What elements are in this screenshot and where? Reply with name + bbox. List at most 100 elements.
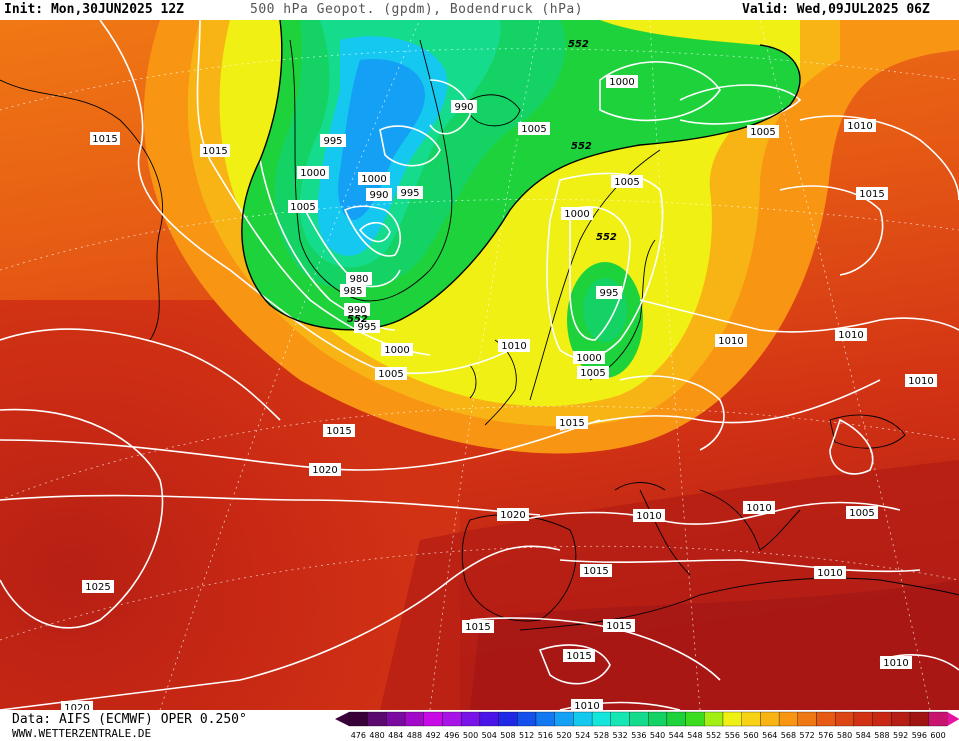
pressure-label: 1015 (200, 144, 230, 157)
canada-coast (0, 79, 164, 341)
pressure-label: 990 (451, 100, 477, 113)
pressure-label: 1005 (518, 122, 550, 135)
svg-text:1000: 1000 (361, 174, 386, 185)
pressure-label: 995 (397, 186, 423, 199)
geopotential-label: 552 (568, 39, 589, 50)
svg-text:1015: 1015 (202, 146, 227, 157)
legend-swatch (535, 711, 555, 727)
svg-text:1000: 1000 (300, 168, 325, 179)
svg-text:990: 990 (369, 190, 388, 201)
italy-coast (614, 482, 691, 576)
legend-swatch (685, 711, 705, 727)
svg-text:1020: 1020 (64, 703, 89, 710)
svg-text:1015: 1015 (859, 189, 884, 200)
legend-swatch (386, 711, 406, 727)
svg-text:1005: 1005 (290, 202, 315, 213)
svg-text:1015: 1015 (583, 566, 608, 577)
legend-value: 536 (631, 731, 646, 740)
pressure-label: 1010 (743, 501, 775, 514)
legend-value: 496 (444, 731, 459, 740)
svg-text:1000: 1000 (576, 353, 601, 364)
legend-value: 528 (594, 731, 609, 740)
geopotential-label: 552 (571, 141, 592, 152)
svg-text:1010: 1010 (574, 701, 599, 710)
valid-time: Valid: Wed,09JUL2025 06Z (742, 2, 930, 17)
svg-text:1015: 1015 (566, 651, 591, 662)
pressure-label: 1000 (358, 172, 390, 185)
isobars (0, 20, 959, 710)
legend-swatch (591, 711, 611, 727)
legend-swatch (760, 711, 780, 727)
pressure-label: 995 (596, 286, 622, 299)
pressure-labels: 1015 1015 1005 995 1000 1000 990 995 990… (61, 75, 937, 710)
pressure-label: 990 (366, 188, 392, 201)
legend-swatch (629, 711, 649, 727)
legend-swatch (722, 711, 742, 727)
legend-swatch (891, 711, 911, 727)
svg-text:1005: 1005 (750, 127, 775, 138)
svg-text:1025: 1025 (85, 582, 110, 593)
svg-text:1015: 1015 (559, 418, 584, 429)
legend-value: 588 (874, 731, 889, 740)
legend-value: 540 (650, 731, 665, 740)
legend-swatch (610, 711, 630, 727)
iberia-coast (461, 514, 577, 622)
pressure-label: 1005 (846, 506, 878, 519)
data-source: Data: AIFS (ECMWF) OPER 0.250° (12, 712, 247, 727)
legend-value: 512 (519, 731, 534, 740)
svg-text:1010: 1010 (746, 503, 771, 514)
svg-text:1005: 1005 (378, 369, 403, 380)
legend-arrow-right (947, 712, 959, 726)
legend-value: 532 (613, 731, 628, 740)
pressure-label: 1015 (580, 564, 612, 577)
mediterranean-coast (519, 577, 959, 631)
svg-text:990: 990 (454, 102, 473, 113)
legend-swatch (554, 711, 574, 727)
svg-text:1020: 1020 (312, 465, 337, 476)
pressure-label: 1010 (880, 656, 912, 669)
pressure-label: 1010 (814, 566, 846, 579)
legend-value: 560 (743, 731, 758, 740)
svg-text:1015: 1015 (92, 134, 117, 145)
pressure-label: 1005 (577, 366, 609, 379)
svg-text:995: 995 (323, 136, 342, 147)
geopotential-label: 552 (596, 232, 617, 243)
pressure-label: 985 (340, 284, 366, 297)
legend-value: 552 (706, 731, 721, 740)
pressure-label: 1010 (571, 699, 603, 710)
svg-text:1015: 1015 (326, 426, 351, 437)
source-url: WWW.WETTERZENTRALE.DE (12, 727, 152, 740)
svg-text:1010: 1010 (847, 121, 872, 132)
legend-value: 544 (669, 731, 684, 740)
sahara-warm-zone (470, 580, 959, 710)
legend-swatch (853, 711, 873, 727)
svg-text:995: 995 (357, 322, 376, 333)
pressure-label: 995 (354, 320, 380, 333)
legend-value: 592 (893, 731, 908, 740)
pressure-label: 990 (344, 303, 370, 316)
init-time: Init: Mon,30JUN2025 12Z (4, 2, 185, 17)
svg-text:1015: 1015 (465, 622, 490, 633)
legend-value: 508 (500, 731, 515, 740)
legend-swatch (573, 711, 593, 727)
pressure-label: 1005 (288, 200, 318, 213)
legend-swatch (498, 711, 518, 727)
legend-swatch (741, 711, 761, 727)
legend-swatch (517, 711, 537, 727)
legend-value: 524 (575, 731, 590, 740)
legend-swatch (666, 711, 686, 727)
blacksea-coast (829, 414, 906, 449)
legend-value: 600 (930, 731, 945, 740)
pressure-label: 1025 (82, 580, 114, 593)
color-legend: 476 480 484 488 492 496 500 504 508 512 516 520 524 5… (335, 711, 959, 740)
legend-swatch (704, 711, 724, 727)
svg-text:995: 995 (400, 188, 419, 199)
legend-swatch (404, 711, 424, 727)
legend-swatch (835, 711, 855, 727)
legend-value: 484 (388, 731, 403, 740)
svg-text:1010: 1010 (636, 511, 661, 522)
map-title: 500 hPa Geopot. (gpdm), Bodendruck (hPa) (250, 2, 584, 17)
geopotential-552-contour (241, 20, 801, 331)
pressure-label: 1020 (309, 463, 341, 476)
pressure-label: 1010 (844, 119, 876, 132)
